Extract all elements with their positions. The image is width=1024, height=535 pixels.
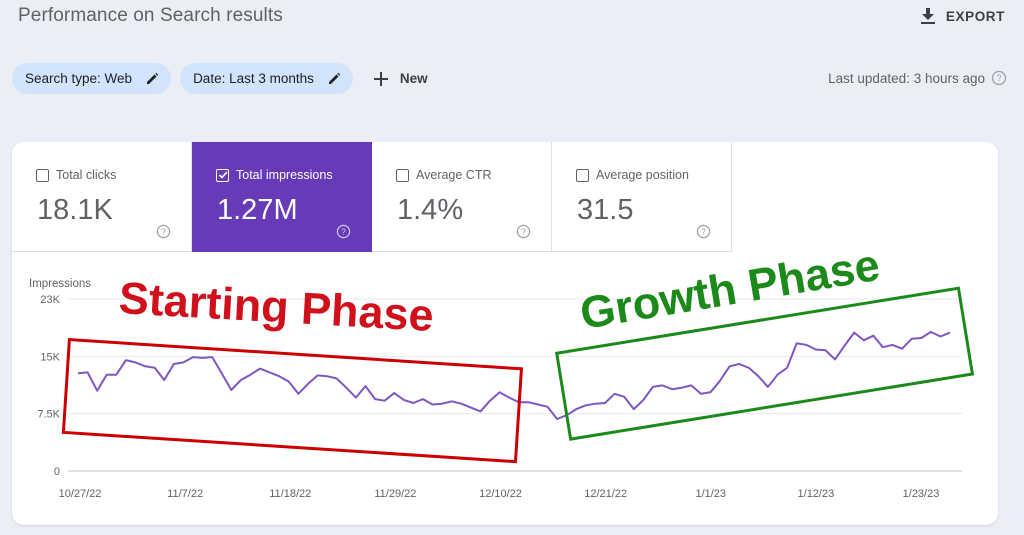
svg-text:?: ? bbox=[341, 227, 346, 237]
metric-label: Total impressions bbox=[236, 168, 333, 182]
metric-label: Average position bbox=[596, 168, 689, 182]
x-tick-label: 11/18/22 bbox=[269, 488, 311, 500]
pencil-icon bbox=[328, 72, 341, 84]
y-tick-label: 15K bbox=[40, 351, 60, 363]
new-filter-label: New bbox=[399, 71, 428, 86]
svg-text:?: ? bbox=[521, 227, 526, 237]
page-title: Performance on Search results bbox=[18, 5, 283, 26]
metric-label: Average CTR bbox=[416, 168, 492, 182]
svg-text:?: ? bbox=[161, 227, 166, 237]
plus-icon bbox=[373, 71, 388, 86]
metric-value: 1.27M bbox=[217, 194, 298, 226]
metric-value: 1.4% bbox=[397, 194, 464, 226]
svg-text:?: ? bbox=[701, 227, 706, 237]
y-tick-label: 23K bbox=[40, 294, 60, 306]
checkbox-icon[interactable] bbox=[396, 168, 409, 182]
y-axis-label: Impressions bbox=[29, 278, 91, 290]
metric-average-ctr[interactable]: Average CTR 1.4% ? bbox=[372, 142, 552, 252]
y-tick-label: 0 bbox=[54, 466, 60, 478]
metric-label: Total clicks bbox=[56, 168, 117, 182]
metric-average-position[interactable]: Average position 31.5 ? bbox=[552, 142, 732, 252]
x-tick-label: 12/21/22 bbox=[584, 488, 627, 500]
checkbox-icon[interactable] bbox=[36, 168, 49, 182]
date-range-chip[interactable]: Date: Last 3 months bbox=[180, 63, 353, 94]
last-updated: Last updated: 3 hours ago ? bbox=[828, 70, 1007, 86]
checkbox-checked-icon[interactable] bbox=[216, 168, 229, 182]
help-icon[interactable]: ? bbox=[156, 224, 171, 239]
x-tick-label: 10/27/22 bbox=[59, 488, 102, 500]
impressions-line bbox=[77, 330, 951, 420]
help-icon[interactable]: ? bbox=[696, 224, 711, 239]
x-tick-label: 1/23/23 bbox=[903, 488, 940, 500]
metric-value: 18.1K bbox=[37, 194, 113, 226]
metric-value: 31.5 bbox=[577, 194, 634, 226]
search-type-chip[interactable]: Search type: Web bbox=[12, 63, 172, 94]
x-tick-label: 1/1/23 bbox=[695, 488, 726, 500]
download-icon bbox=[920, 8, 935, 24]
metric-total-impressions[interactable]: Total impressions 1.27M ? bbox=[192, 142, 372, 252]
metric-tabs: Total clicks 18.1K ? Total impressions 1… bbox=[12, 142, 732, 252]
help-icon[interactable]: ? bbox=[336, 224, 351, 239]
metric-total-clicks[interactable]: Total clicks 18.1K ? bbox=[12, 142, 192, 252]
help-icon[interactable]: ? bbox=[991, 70, 1007, 86]
export-label: EXPORT bbox=[945, 8, 1005, 24]
svg-text:?: ? bbox=[996, 73, 1001, 83]
last-updated-text: Last updated: 3 hours ago bbox=[828, 70, 985, 86]
pencil-icon bbox=[147, 72, 159, 84]
export-button[interactable]: EXPORT bbox=[920, 5, 1005, 27]
x-tick-label: 12/10/22 bbox=[479, 488, 522, 500]
checkbox-icon[interactable] bbox=[576, 168, 589, 182]
y-tick-label: 7.5K bbox=[37, 409, 60, 421]
performance-card: Total clicks 18.1K ? Total impressions 1… bbox=[12, 142, 998, 525]
x-tick-label: 11/29/22 bbox=[374, 488, 416, 500]
help-icon[interactable]: ? bbox=[516, 224, 531, 239]
new-filter-button[interactable]: New bbox=[362, 63, 434, 94]
x-tick-label: 1/12/23 bbox=[798, 488, 835, 500]
date-range-chip-label: Date: Last 3 months bbox=[193, 71, 314, 86]
search-type-chip-label: Search type: Web bbox=[25, 71, 133, 86]
filter-bar: Search type: Web Date: Last 3 months New bbox=[12, 63, 434, 94]
x-tick-label: 11/7/22 bbox=[167, 488, 203, 500]
